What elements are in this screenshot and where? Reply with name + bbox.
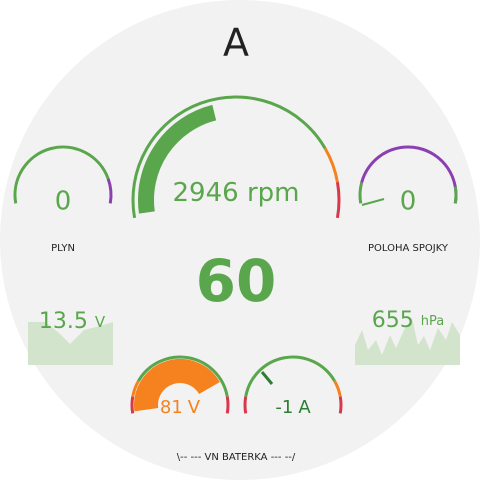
- current-value: -1: [275, 397, 293, 418]
- voltage-value: 13.5: [39, 309, 88, 334]
- pressure-unit: hPa: [421, 314, 444, 329]
- gauge-arc: [453, 186, 458, 204]
- title: A: [223, 21, 249, 65]
- pressure-readout: 655 hPa: [372, 308, 444, 333]
- current-readout: -1 A: [275, 397, 311, 418]
- rpm-readout: 2946 rpm: [173, 178, 300, 208]
- gauge-needle: [260, 371, 274, 385]
- gauge-arc: [244, 355, 336, 397]
- gauge-arc: [225, 396, 230, 414]
- voltage-readout: 81 V: [160, 397, 201, 418]
- throttle-value: 0: [55, 187, 72, 217]
- throttle-label: PLYN: [51, 243, 75, 254]
- voltage-value: 81: [160, 397, 183, 418]
- battery-label: \-- --- VN BATERKA --- --/: [177, 452, 296, 463]
- clutch-label: POLOHA SPOJKY: [368, 243, 449, 254]
- gauge-arc: [360, 145, 458, 204]
- pressure-value: 655: [372, 308, 414, 333]
- voltage-unit: V: [188, 397, 201, 418]
- gauge-arc: [137, 355, 229, 397]
- gauge-fill: [138, 104, 217, 214]
- speed: 60: [196, 247, 277, 315]
- gauge-arc: [243, 396, 248, 414]
- gauge-fill: [134, 359, 220, 412]
- gauge-arc: [323, 147, 339, 183]
- voltage-sparkline: [28, 322, 113, 365]
- pressure-sparkline: [355, 318, 460, 365]
- gauge-arc: [338, 396, 343, 414]
- rpm-value: 2946: [173, 178, 239, 208]
- clutch-value: 0: [400, 187, 417, 217]
- current-unit: A: [298, 397, 311, 418]
- gauge-arc: [13, 145, 110, 204]
- gauge-arc: [358, 182, 364, 204]
- gauge-arc: [106, 178, 113, 204]
- gauge-arc: [131, 95, 327, 219]
- gauge-arc: [335, 181, 341, 219]
- rpm-unit: rpm: [247, 178, 300, 208]
- voltage-readout: 13.5 V: [39, 309, 106, 334]
- gauge-arc: [130, 396, 135, 414]
- voltage-unit: V: [95, 313, 106, 331]
- gauge-needle: [361, 198, 385, 206]
- gauge-arc: [333, 380, 342, 397]
- gauge-arc: [131, 380, 140, 397]
